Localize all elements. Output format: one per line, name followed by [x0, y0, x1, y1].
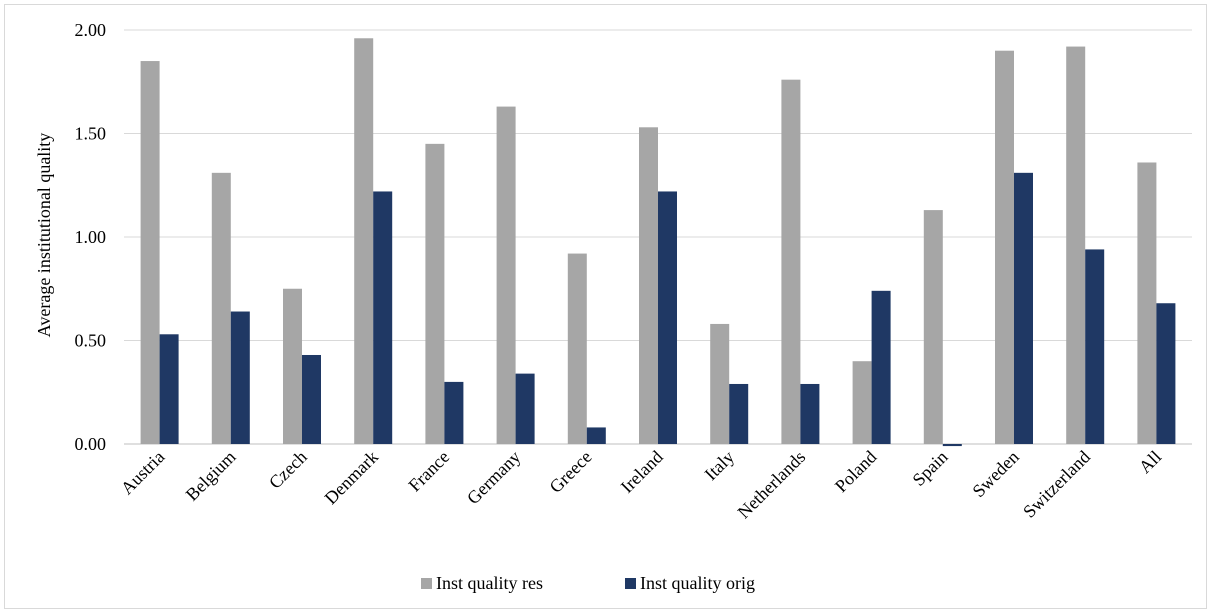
x-tick-label: Austria	[117, 447, 169, 499]
bar-res-denmark	[354, 38, 374, 444]
bar-res-netherlands	[781, 79, 801, 445]
bar-res-germany	[496, 106, 516, 444]
bar-orig-france	[444, 381, 464, 444]
x-tick-label: Netherlands	[734, 447, 810, 523]
bar-res-ireland	[639, 127, 658, 444]
x-axis-ticks: Austria Belgium Czech Denmark France Germany G…	[117, 447, 1165, 523]
bar-orig-sweden	[1014, 172, 1033, 444]
x-tick-label: Poland	[831, 447, 881, 497]
bar-orig-spain	[942, 444, 962, 447]
y-tick-label: 2.00	[75, 20, 107, 40]
legend-item: Inst quality res	[421, 573, 543, 593]
bar-orig-czech	[302, 354, 321, 444]
bar-res-sweden	[995, 50, 1014, 444]
bar-orig-italy	[729, 383, 749, 444]
x-tick-label: Italy	[701, 447, 738, 484]
x-tick-label: Ireland	[617, 447, 667, 497]
legend-swatch	[625, 578, 636, 589]
x-tick-label: Germany	[463, 447, 525, 509]
bar-orig-germany	[515, 373, 535, 444]
bar-orig-all	[1156, 303, 1176, 444]
y-tick-label: 1.50	[75, 124, 107, 144]
bar-res-switzerland	[1066, 46, 1086, 445]
x-tick-label: Sweden	[968, 447, 1022, 501]
x-tick-label: Spain	[908, 447, 951, 490]
x-tick-label: Greece	[545, 447, 595, 497]
x-tick-label: Czech	[265, 447, 311, 493]
bar-res-greece	[567, 253, 587, 444]
bar-res-czech	[283, 288, 302, 444]
legend-item: Inst quality orig	[625, 573, 755, 593]
y-tick-label: 0.50	[75, 331, 107, 351]
bar-res-belgium	[211, 172, 231, 444]
x-tick-label: Belgium	[182, 447, 240, 505]
bar-orig-netherlands	[800, 383, 820, 444]
bar-orig-austria	[159, 334, 179, 444]
bar-orig-switzerland	[1085, 249, 1105, 444]
legend: Inst quality res Inst quality orig	[421, 573, 755, 593]
bar-orig-ireland	[658, 191, 677, 444]
bar-res-poland	[852, 361, 872, 444]
x-tick-label: Switzerland	[1019, 447, 1094, 522]
bars	[140, 38, 1176, 447]
bar-orig-denmark	[373, 191, 393, 444]
bar-res-italy	[710, 323, 730, 444]
legend-label: Inst quality orig	[640, 573, 755, 593]
bar-res-spain	[923, 210, 943, 444]
bar-res-austria	[140, 61, 160, 445]
x-tick-label: Denmark	[321, 447, 383, 509]
bar-res-france	[425, 143, 445, 444]
y-tick-label: 0.00	[75, 434, 107, 454]
x-tick-label: All	[1135, 447, 1165, 477]
bar-orig-greece	[586, 427, 606, 444]
x-tick-label: France	[404, 447, 453, 496]
bar-res-all	[1137, 162, 1157, 445]
legend-label: Inst quality res	[436, 573, 543, 593]
y-tick-label: 1.00	[75, 227, 107, 247]
y-axis-title: Average institutional quality	[34, 133, 54, 338]
legend-swatch	[421, 578, 432, 589]
bar-orig-poland	[871, 290, 891, 444]
y-axis-ticks: 0.00 0.50 1.00 1.50 2.00	[75, 20, 107, 454]
bar-orig-belgium	[230, 311, 250, 444]
